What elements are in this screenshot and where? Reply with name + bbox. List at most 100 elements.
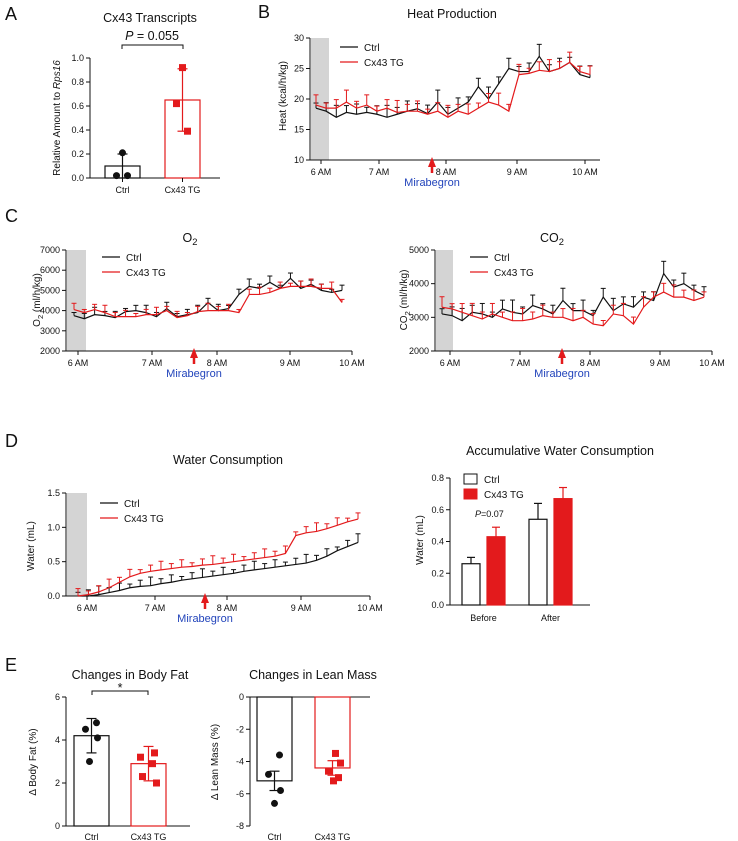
- data-point: [86, 758, 93, 765]
- x-category-label: Cx43 TG: [165, 185, 201, 195]
- data-point: [137, 753, 144, 761]
- dark-period-shade: [311, 38, 329, 160]
- y-tick-label: 0.8: [71, 77, 84, 87]
- data-point: [153, 779, 160, 787]
- y-tick-label: 0.6: [71, 101, 84, 111]
- y-tick-label: 20: [294, 94, 304, 104]
- data-point: [325, 767, 332, 775]
- y-tick-label: -4: [236, 757, 244, 767]
- chart-title-co2: CO2: [540, 231, 564, 247]
- series-line-ctrl: [315, 55, 591, 118]
- y-axis-label-b: Heat (kcal/h/kg): [278, 61, 289, 131]
- x-tick-label: 8 AM: [436, 167, 457, 177]
- x-category-label: Ctrl: [116, 185, 130, 195]
- mirabegron-label: Mirabegron: [534, 368, 590, 380]
- mirabegron-arrow-icon: [558, 348, 566, 358]
- y-tick-label: 0.5: [47, 557, 60, 567]
- y-tick-label: 30: [294, 33, 304, 43]
- y-tick-label: 0.2: [431, 568, 444, 578]
- x-tick-label: 9 AM: [280, 358, 301, 368]
- x-tick-label: 6 AM: [68, 358, 89, 368]
- x-category-label: After: [541, 613, 560, 623]
- y-label-main: O: [32, 319, 43, 327]
- y-label-sub: 2: [403, 311, 412, 315]
- bar-cx43tg: [314, 696, 351, 769]
- legend-label-cx43tg: Cx43 TG: [124, 514, 164, 525]
- x-tick-label: 6 AM: [77, 603, 98, 613]
- y-tick-label: 3000: [40, 326, 60, 336]
- x-tick-label: 8 AM: [207, 358, 228, 368]
- data-point: [149, 760, 156, 768]
- x-tick-label: 7 AM: [369, 167, 390, 177]
- data-point: [330, 777, 337, 785]
- data-point: [276, 751, 283, 759]
- y-axis-label-o2: O2 (ml/h/kg): [32, 273, 45, 327]
- series-line-ctrl: [78, 541, 359, 597]
- chart-title-co2-main: CO: [540, 231, 559, 245]
- y-tick-label: 4000: [409, 279, 429, 289]
- y-tick-label: 0.6: [431, 505, 444, 515]
- x-tick-label: 6 AM: [311, 167, 332, 177]
- bar-ctrl: [256, 696, 293, 782]
- x-category-label: Ctrl: [85, 832, 99, 841]
- y-label-rest: (ml/h/kg): [399, 270, 410, 312]
- y-tick-label: 5000: [40, 285, 60, 295]
- dark-period-shade: [436, 250, 453, 351]
- series-line-cx43tg: [315, 61, 591, 119]
- x-tick-label: 6 AM: [440, 358, 461, 368]
- p-value-annotation: P = 0.055: [125, 29, 179, 43]
- y-axis-label-bodyfat: Δ Body Fat (%): [28, 728, 39, 795]
- bar-cx43tg: [553, 498, 573, 606]
- y-tick-label: 5000: [409, 245, 429, 255]
- x-tick-label: 10 AM: [699, 358, 725, 368]
- x-tick-label: 7 AM: [145, 603, 166, 613]
- y-label-gene: Rps16: [52, 60, 63, 89]
- x-tick-label: 8 AM: [217, 603, 238, 613]
- p-value-annotation: P=0.07: [475, 509, 504, 519]
- y-tick-label: 0.4: [431, 537, 444, 547]
- y-label-sub: 2: [36, 315, 45, 319]
- data-point: [151, 749, 158, 757]
- data-point: [179, 64, 186, 72]
- y-tick-label: 4000: [40, 306, 60, 316]
- data-point: [119, 149, 126, 157]
- y-axis-label-leanmass: Δ Lean Mass (%): [210, 724, 221, 800]
- chart-title-o2-sub: 2: [192, 237, 197, 247]
- panel-label-c: C: [5, 206, 18, 226]
- data-point: [173, 100, 180, 108]
- y-tick-label: -8: [236, 821, 244, 831]
- y-axis-label-water: Water (mL): [26, 521, 37, 571]
- legend-label-ctrl: Ctrl: [124, 499, 140, 510]
- x-tick-label: 8 AM: [580, 358, 601, 368]
- significance-bracket: [91, 690, 149, 695]
- data-point: [332, 749, 339, 757]
- x-tick-label: 10 AM: [572, 167, 598, 177]
- p-italic: P: [125, 29, 134, 43]
- legend-label-cx43tg: Cx43 TG: [484, 490, 524, 501]
- chart-title-water: Water Consumption: [173, 453, 283, 467]
- legend-label-cx43tg: Cx43 TG: [494, 268, 534, 279]
- legend-label-cx43tg: Cx43 TG: [126, 268, 166, 279]
- legend-label-cx43tg: Cx43 TG: [364, 58, 404, 69]
- y-tick-label: 25: [294, 64, 304, 74]
- y-tick-label: 1.0: [47, 522, 60, 532]
- p-italic: P: [475, 509, 481, 519]
- bar-cx43tg: [486, 536, 506, 606]
- y-tick-label: 1.0: [71, 53, 84, 63]
- chart-title-b: Heat Production: [407, 7, 497, 21]
- dark-period-shade: [67, 493, 87, 596]
- chart-title-o2-main: O: [183, 231, 193, 245]
- data-point: [277, 787, 284, 795]
- panel-label-e: E: [5, 655, 17, 675]
- y-tick-label: 15: [294, 125, 304, 135]
- data-point: [113, 172, 120, 180]
- chart-title-accum: Accumulative Water Consumption: [466, 444, 654, 458]
- y-axis-label-accum: Water (mL): [415, 515, 426, 565]
- y-tick-label: 6: [55, 692, 60, 702]
- chart-title-o2: O2: [183, 231, 198, 247]
- y-tick-label: 2: [55, 778, 60, 788]
- data-point: [337, 759, 344, 767]
- panel-label-b: B: [258, 2, 270, 22]
- y-tick-label: 7000: [40, 245, 60, 255]
